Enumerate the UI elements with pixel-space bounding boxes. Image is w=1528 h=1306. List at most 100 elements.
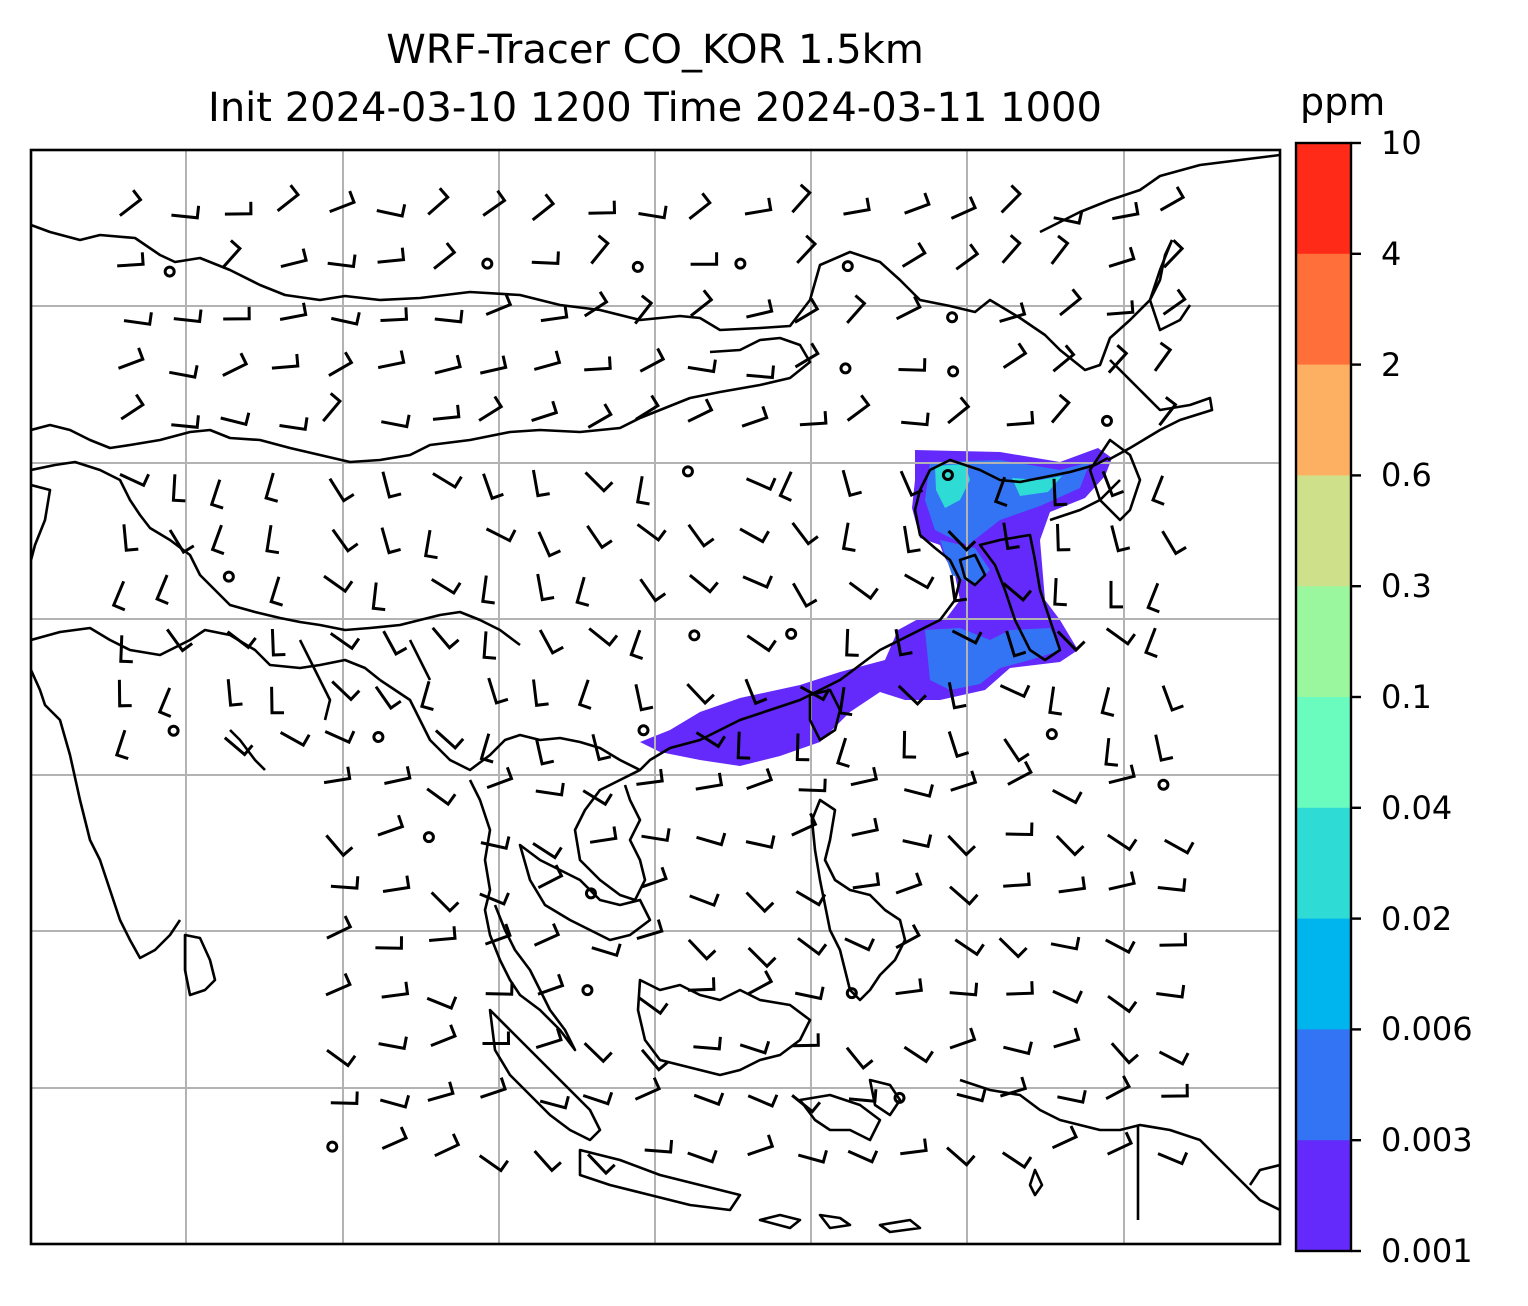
colorbar-tick-label: 0.003 [1381,1121,1473,1160]
colorbar-tick-label: 0.6 [1381,456,1432,495]
wind-barb [173,309,203,324]
wind-barb [1163,838,1195,855]
wind-barb [1055,834,1085,857]
wind-barb [1161,530,1187,556]
wind-barb [377,814,405,837]
wind-barb [382,630,408,656]
calm-wind-marker [845,987,858,1000]
wind-barb [746,365,775,380]
wind-barb [1159,186,1186,212]
calm-wind-marker [681,465,694,478]
calm-wind-marker [893,1091,906,1104]
wind-barb [534,738,555,766]
wind-barb [895,978,923,996]
wind-barb [949,574,968,603]
wind-barb [480,1077,507,1099]
wind-barb [1000,184,1023,214]
wind-barb [377,247,406,264]
calm-wind-marker [688,629,701,642]
wind-barb [1106,1131,1134,1156]
wind-barb [954,938,985,957]
wind-barb [165,628,194,653]
wind-barb [999,1076,1028,1098]
wind-barb [1156,984,1186,999]
wind-barb [848,581,879,601]
wind-barb [950,770,978,792]
wind-barb [639,347,666,373]
wind-barb [1106,833,1138,852]
wind-barb [634,294,654,325]
calm-wind-marker [941,468,954,481]
wind-barb [119,635,133,664]
wind-barb [797,1150,828,1164]
wind-barb [420,680,434,712]
wind-barb [949,1027,977,1050]
wind-barb [1058,876,1087,894]
wind-barb [226,679,243,707]
wind-barb [434,729,465,751]
wind-barb [1161,685,1184,712]
wind-barb [584,356,612,372]
calm-wind-marker [734,257,747,270]
wind-barb [326,1048,357,1068]
wind-barb [1005,630,1027,658]
wind-barb [586,524,613,550]
wind-barb [845,628,859,657]
wind-barb [746,299,774,319]
wind-barb [696,832,727,847]
wind-barb [423,529,438,560]
wind-barb [1151,475,1165,506]
wind-barb [852,872,881,890]
wind-barb [537,973,565,996]
wind-barb [797,937,828,956]
wind-barb [532,679,549,707]
wind-barb [331,528,359,553]
wind-barb [955,243,980,271]
wind-barb [1001,1151,1033,1170]
colorbar-tick-label: 0.001 [1381,1232,1473,1270]
wind-barb [999,302,1027,323]
wind-barb [591,733,612,762]
wind-barb [899,470,924,497]
wind-barb [695,731,726,749]
calm-wind-marker [1045,728,1058,741]
wind-barb [794,986,825,1001]
wind-barb [1144,627,1158,659]
wind-barb [1100,687,1115,717]
wind-barb [271,353,300,370]
wind-barb [687,1149,718,1164]
wind-barb [1154,734,1174,762]
wind-barb [778,471,793,502]
wind-barb [209,479,224,510]
wind-barb [634,1077,662,1101]
wind-barb [1006,410,1035,427]
wind-barb [950,196,978,220]
wind-barb [485,527,517,543]
wind-barb [1050,234,1070,265]
wind-barb [795,890,827,907]
calm-wind-marker [422,831,435,844]
wind-barb [155,574,169,605]
wind-barb [636,919,664,941]
wind-barb [799,411,828,427]
calm-wind-marker [631,260,644,273]
wind-barb [380,307,409,322]
wind-barb [998,937,1028,959]
wind-barb [635,394,660,421]
wind-barb [641,828,671,843]
wind-barb [791,812,818,837]
wind-barb [1162,288,1187,316]
wind-barb [434,1133,461,1158]
wind-barb [328,477,355,503]
wind-barb [279,731,311,748]
wind-barb [582,789,613,807]
calm-wind-marker [581,984,594,997]
wind-barb [902,730,917,759]
wind-barb [949,885,979,906]
calm-wind-marker [167,724,180,737]
wind-barb [739,527,770,544]
calm-wind-marker [481,257,494,270]
wind-barb [1161,1083,1189,1098]
wind-barb [171,474,186,503]
wind-barb [280,248,308,269]
